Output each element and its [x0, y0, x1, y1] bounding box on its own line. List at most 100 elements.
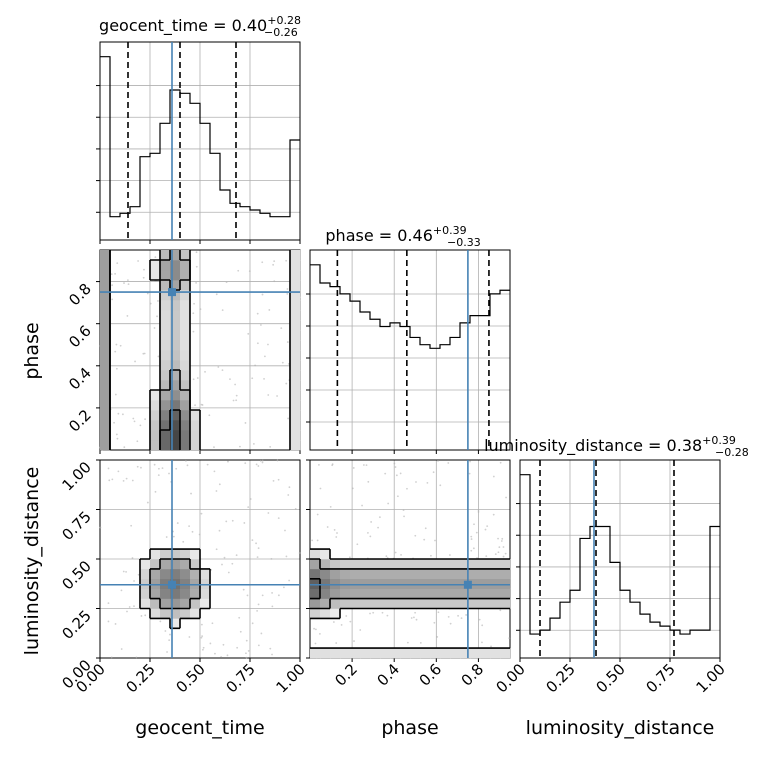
panel-lumdist-vs-geocent-sample: [277, 478, 280, 481]
panel-lumdist-vs-geocent-sample: [172, 535, 175, 538]
panel-phase-vs-geocent-sample: [213, 446, 215, 449]
panel-lumdist-vs-geocent-cell: [150, 608, 161, 619]
panel-lumdist-vs-geocent-cell: [160, 549, 171, 560]
panel-lumdist-vs-geocent-sample: [200, 512, 203, 515]
panel-phase-vs-geocent-sample: [254, 364, 257, 367]
panel-lumdist-vs-phase-sample: [473, 523, 475, 526]
panel-lumdist-vs-phase-sample: [470, 538, 473, 540]
panel-phase-vs-geocent-sample: [127, 283, 130, 286]
panel-phase-vs-geocent-cell: [190, 440, 201, 451]
panel-lumdist-vs-geocent-sample: [215, 490, 218, 492]
panel-phase-vs-geocent-sample: [154, 256, 157, 259]
panel-lumdist-vs-geocent-cell: [200, 568, 211, 580]
panel-lumdist-vs-phase-cell: [320, 588, 331, 599]
panel-lumdist-vs-geocent-sample: [122, 480, 125, 482]
panel-lumdist-vs-geocent-sample: [222, 643, 225, 646]
panel-phase-vs-geocent-cell: [150, 390, 161, 401]
panel-lumdist-vs-geocent-cell: [180, 568, 191, 580]
panel-lumdist-vs-phase-cell: [420, 648, 431, 659]
panel-lumdist-vs-phase-sample: [485, 555, 488, 558]
panel-lumdist-vs-geocent-cell: [140, 568, 151, 580]
panel-lumdist-vs-geocent-sample: [256, 610, 258, 612]
panel-lumdist-vs-phase-cell: [460, 648, 471, 659]
panel-phase-vs-geocent-sample: [244, 422, 247, 424]
panel-lumdist-vs-phase-cell: [330, 588, 341, 599]
panel-lumdist-vs-phase-cell: [430, 598, 441, 609]
panel-lumdist-vs-geocent-sample: [284, 529, 286, 532]
panel-phase-vs-geocent-sample: [114, 350, 117, 353]
panel-lumdist-vs-phase-sample: [439, 484, 442, 487]
panel-lumdist-vs-phase-cell: [440, 559, 451, 570]
panel-phase-vs-geocent-sample: [260, 324, 262, 326]
xtick-label-lumdist-0: 0.00: [492, 660, 528, 696]
panel-lumdist-vs-phase-cell: [370, 578, 381, 589]
panel-lumdist-vs-geocent-sample: [153, 463, 156, 466]
panel-phase-vs-geocent-sample: [235, 394, 238, 397]
panel-lumdist-vs-phase-cell: [330, 568, 341, 580]
panel-lumdist-vs-geocent-sample: [226, 654, 229, 657]
title-phase-plus: +0.39: [433, 224, 467, 237]
panel-lumdist-vs-phase-sample: [352, 467, 355, 469]
panel-phase-vs-geocent-sample: [208, 414, 211, 417]
panel-lumdist-vs-phase-sample: [508, 637, 511, 640]
panel-phase-vs-geocent-sample: [111, 284, 114, 287]
panel-lumdist-vs-phase-cell: [400, 568, 411, 580]
panel-lumdist-vs-phase-sample: [419, 642, 422, 644]
panel-lumdist-vs-geocent-cell: [160, 598, 171, 609]
panel-phase-vs-geocent-sample: [114, 393, 117, 396]
panel-phase-vs-geocent-cell: [160, 420, 171, 431]
xlabel-phase: phase: [381, 717, 438, 739]
panel-phase-vs-geocent-cell: [170, 400, 181, 411]
panel-lumdist-vs-geocent-sample: [125, 570, 127, 573]
panel-phase-vs-geocent-cell: [100, 260, 111, 271]
panel-phase-vs-geocent-cell: [290, 250, 301, 261]
panel-lumdist-vs-phase-contour-2: [310, 578, 321, 600]
panel-lumdist-vs-geocent-sample: [125, 477, 128, 480]
panel-phase-vs-geocent-sample: [157, 300, 159, 302]
title-geocent-time-minus: −0.26: [264, 26, 298, 39]
panel-lumdist-vs-geocent-sample: [186, 464, 189, 467]
panel-lumdist-vs-phase-sample: [336, 532, 338, 534]
panel-lumdist-vs-geocent-sample: [277, 594, 280, 597]
panel-lumdist-vs-phase-sample: [413, 616, 415, 619]
panel-lumdist-vs-geocent-sample: [120, 648, 123, 650]
xtick-label-lumdist-3: 0.75: [642, 660, 678, 696]
panel-phase-vs-geocent-cell: [100, 420, 111, 431]
panel-lumdist-vs-phase-cell: [390, 578, 401, 589]
panel-lumdist-vs-phase-cell: [400, 648, 411, 659]
panel-phase-vs-geocent-sample: [110, 273, 113, 276]
panel-lumdist-vs-geocent-sample: [247, 506, 250, 509]
panel-phase-vs-geocent-sample: [143, 352, 146, 355]
panel-lumdist-vs-geocent-cell: [170, 588, 181, 599]
panel-lumdist-vs-geocent-sample: [211, 622, 214, 625]
panel-phase-vs-geocent-cell: [160, 260, 171, 271]
panel-phase-vs-geocent-cell: [290, 320, 301, 331]
panel-lumdist-vs-geocent-sample: [200, 636, 203, 639]
panel-lumdist-vs-phase-cell: [410, 598, 421, 609]
panel-phase-vs-geocent-cell: [180, 330, 191, 341]
panel-phase-vs-geocent-cell: [290, 280, 301, 291]
panel-phase-vs-geocent-cell: [150, 420, 161, 431]
panel-lumdist-vs-phase-sample: [415, 481, 417, 483]
panel-lumdist-vs-geocent-sample: [168, 472, 170, 475]
panel-lumdist-vs-phase-sample: [319, 487, 322, 490]
panel-lumdist-vs-phase-cell: [460, 568, 471, 580]
panel-lumdist-vs-phase-sample: [477, 511, 480, 513]
panel-phase-vs-geocent-cell: [180, 300, 191, 311]
panel-lumdist-vs-geocent-sample: [136, 465, 139, 468]
panel-lumdist-vs-geocent-cell: [180, 588, 191, 599]
panel-phase-vs-geocent-cell: [180, 250, 191, 261]
panel-lumdist-vs-phase-sample: [365, 464, 368, 467]
panel-lumdist-vs-phase-truth-marker: [463, 580, 472, 589]
xtick-label-phase-3: 0.8: [458, 660, 488, 690]
panel-lumdist-vs-geocent-sample: [168, 639, 171, 642]
panel-phase-vs-geocent-cell: [170, 340, 181, 351]
panel-phase-vs-geocent-cell: [170, 250, 181, 261]
panel-lumdist-vs-phase-cell: [330, 559, 341, 570]
panel-lumdist-vs-phase-sample: [403, 515, 405, 518]
panel-phase-vs-geocent-cell: [170, 300, 181, 311]
panel-lumdist-vs-geocent-contour-1: [149, 558, 201, 610]
panel-lumdist-vs-phase-sample: [335, 536, 338, 538]
panel-lumdist-vs-phase-sample: [492, 475, 495, 478]
panel-phase-vs-geocent-sample: [256, 342, 259, 345]
